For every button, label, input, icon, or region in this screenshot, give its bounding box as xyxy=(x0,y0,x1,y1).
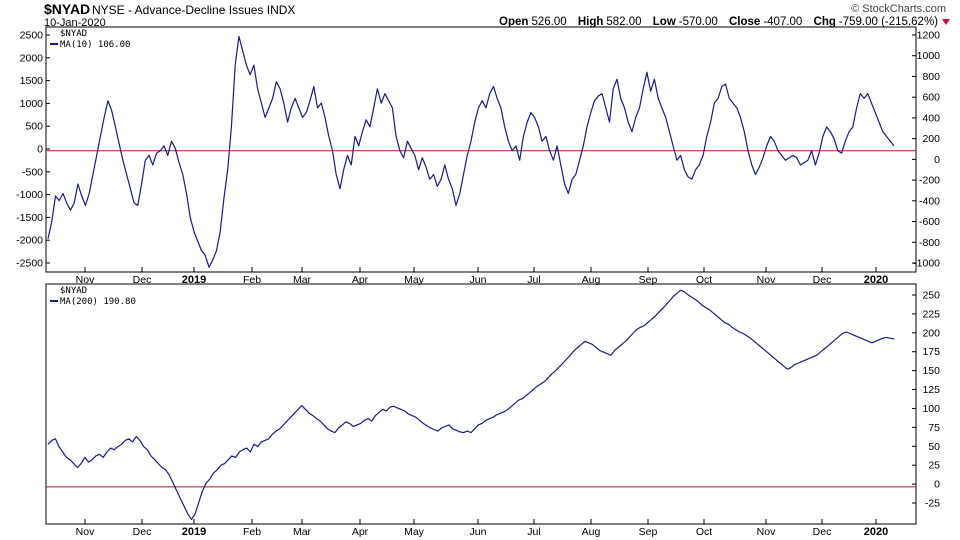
close-label: Close xyxy=(729,16,761,28)
left-axis-label: 0 xyxy=(37,144,43,156)
month-label: Nov xyxy=(76,526,95,538)
legend-series: MA(10) 106.00 xyxy=(60,40,130,50)
month-label: Apr xyxy=(352,526,369,538)
chart-date: 10-Jan-2020 xyxy=(44,17,106,29)
chg-label: Chg xyxy=(813,16,836,28)
right-axis-label: 225 xyxy=(922,308,940,320)
left-axis-label: 2500 xyxy=(20,30,44,42)
month-label: Apr xyxy=(352,274,369,286)
panel-frame xyxy=(45,283,917,525)
left-axis-label: 500 xyxy=(25,121,43,133)
down-arrow-icon xyxy=(942,19,950,25)
ohlc-readout: Open 526.00 High 582.00 Low -570.00 Close -4… xyxy=(491,16,938,28)
ticker-description: NYSE - Advance-Decline Issues INDX xyxy=(92,3,296,17)
month-label: Jun xyxy=(470,274,487,286)
right-axis-label: -600 xyxy=(919,216,940,228)
right-axis-label: 400 xyxy=(922,112,940,124)
open-label: Open xyxy=(499,16,529,28)
month-label: Dec xyxy=(813,274,832,286)
month-label: Dec xyxy=(133,526,152,538)
chg-value: -759.00 (-215.62%) xyxy=(838,16,938,28)
left-axis-label: 1500 xyxy=(20,75,44,87)
month-label: May xyxy=(404,274,425,286)
month-label: Jul xyxy=(527,526,540,538)
month-label: Jul xyxy=(527,274,540,286)
right-axis-label: 1200 xyxy=(917,30,941,42)
right-axis-label: 125 xyxy=(922,384,940,396)
legend-symbol: $NYAD xyxy=(60,286,87,296)
high-label: High xyxy=(577,16,604,28)
right-axis-label: -400 xyxy=(919,195,940,207)
ticker-symbol: $NYAD xyxy=(44,1,91,17)
left-axis-label: -2000 xyxy=(16,235,43,247)
left-axis-label: -1500 xyxy=(16,212,43,224)
right-axis-label: 50 xyxy=(928,441,940,453)
right-axis-label: 1000 xyxy=(917,50,941,62)
legend-series: MA(200) 190.80 xyxy=(60,297,136,307)
series-line xyxy=(47,35,895,268)
right-axis-label: 0 xyxy=(934,154,940,166)
month-label: Jun xyxy=(470,526,487,538)
year-label: 2020 xyxy=(864,274,888,286)
right-axis-label: 25 xyxy=(928,460,940,472)
month-label: Nov xyxy=(757,274,776,286)
right-axis-label: 250 xyxy=(922,290,940,302)
open-value: 526.00 xyxy=(531,16,567,28)
year-label: 2019 xyxy=(182,526,206,538)
month-label: Dec xyxy=(133,274,152,286)
right-axis-label: -800 xyxy=(919,237,940,249)
legend-symbol: $NYAD xyxy=(60,29,87,39)
year-label: 2019 xyxy=(182,274,206,286)
month-label: Sep xyxy=(639,274,658,286)
low-label: Low xyxy=(652,16,676,28)
right-axis-label: -200 xyxy=(919,175,940,187)
series-line xyxy=(47,289,895,521)
month-label: Feb xyxy=(243,526,261,538)
right-axis-label: 600 xyxy=(922,92,940,104)
high-value: 582.00 xyxy=(606,16,642,28)
month-label: Sep xyxy=(639,526,658,538)
month-label: Aug xyxy=(582,274,601,286)
month-label: Oct xyxy=(696,274,712,286)
right-axis-label: -1000 xyxy=(913,258,940,270)
right-axis-label: 0 xyxy=(934,479,940,491)
month-label: Mar xyxy=(293,526,312,538)
low-value: -570.00 xyxy=(678,16,718,28)
panel-frame xyxy=(45,26,917,273)
month-label: Nov xyxy=(757,526,776,538)
close-value: -407.00 xyxy=(763,16,803,28)
month-label: Oct xyxy=(696,526,712,538)
month-label: Feb xyxy=(243,274,261,286)
left-axis-label: 2000 xyxy=(20,52,44,64)
right-axis-label: 800 xyxy=(922,71,940,83)
stockcharts-credit[interactable]: © StockCharts.com xyxy=(851,3,946,15)
right-axis-label: 75 xyxy=(928,422,940,434)
month-label: Dec xyxy=(813,526,832,538)
left-axis-label: 1000 xyxy=(20,98,44,110)
month-label: Mar xyxy=(293,274,312,286)
chart-panel-1: Nov Dec 2019 Feb Mar Apr May Jun Jul Aug Sep Oct Nov… xyxy=(16,26,941,286)
left-axis-label: -500 xyxy=(22,166,43,178)
right-axis-label: 200 xyxy=(922,133,940,145)
year-label: 2020 xyxy=(864,526,888,538)
right-axis-label: 100 xyxy=(922,403,940,415)
chart-panel-2: Nov Dec 2019 Feb Mar Apr May Jun Jul Aug Sep Oct Nov… xyxy=(45,283,940,538)
right-axis-label: 175 xyxy=(922,346,940,358)
left-axis-label: -1000 xyxy=(16,189,43,201)
month-label: Nov xyxy=(76,274,95,286)
month-label: Aug xyxy=(582,526,601,538)
right-axis-label: -25 xyxy=(925,498,940,510)
right-axis-label: 200 xyxy=(922,327,940,339)
month-label: May xyxy=(404,526,425,538)
right-axis-label: 150 xyxy=(922,365,940,377)
left-axis-label: -2500 xyxy=(16,258,43,270)
